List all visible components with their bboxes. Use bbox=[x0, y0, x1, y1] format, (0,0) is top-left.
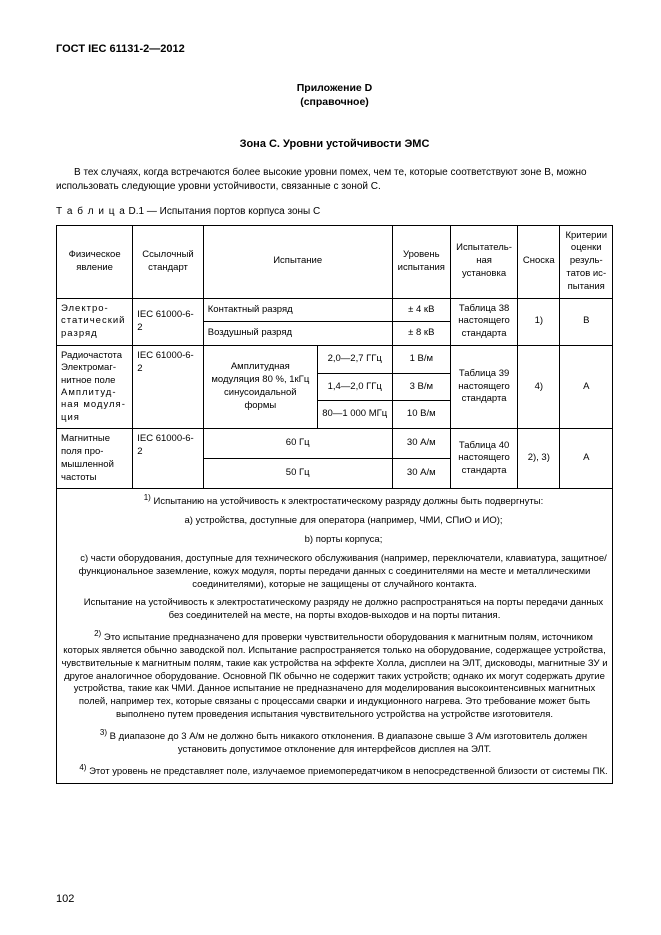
note-1a: a) устройства, доступные для оператора (… bbox=[61, 515, 608, 528]
col-physical: Физическое явление bbox=[57, 225, 133, 298]
doc-header: ГОСТ IEC 61131-2—2012 bbox=[56, 42, 613, 57]
col-criteria: Критерии оценки резуль­татов ис­пытания bbox=[560, 225, 613, 298]
cell-rf-phys: Радиочасто­та Электромаг­нитное поле Амп… bbox=[57, 346, 133, 429]
page-number: 102 bbox=[56, 892, 74, 907]
table-row: Электро­статический разряд IEC 61000-6-2… bbox=[57, 298, 613, 322]
annex-block: Приложение D (справочное) bbox=[56, 81, 613, 109]
cell-mag-t2: 50 Гц bbox=[203, 459, 392, 489]
table-notes-row: 1) Испытанию на устойчивость к электрост… bbox=[57, 489, 613, 783]
cell-rf-mod: Ампли­тудная модуляция 80 %, 1кГц синусо… bbox=[203, 346, 317, 429]
cell-rf-b3l: 10 В/м bbox=[392, 401, 450, 429]
note-1-intro: 1) Испытанию на устойчивость к электрост… bbox=[61, 493, 608, 509]
cell-mag-crit: A bbox=[560, 429, 613, 489]
cell-rf-ref: IEC 61000-6-2 bbox=[133, 346, 204, 429]
page: ГОСТ IEC 61131-2—2012 Приложение D (спра… bbox=[0, 0, 661, 935]
col-level: Уровень испытания bbox=[392, 225, 450, 298]
cell-esd-phys: Электро­статический разряд bbox=[57, 298, 133, 345]
cell-esd-setup: Таблица 38 настоящего стандарта bbox=[450, 298, 517, 345]
cell-rf-b3r: 80—1 000 МГц bbox=[317, 401, 392, 429]
table-header-row: Физическое явление Ссылочный стандарт Ис… bbox=[57, 225, 613, 298]
cell-mag-l1: 30 А/м bbox=[392, 429, 450, 459]
note-1-tail: Испытание на устойчивость к электростати… bbox=[61, 597, 608, 623]
col-setup: Испытатель­ная установка bbox=[450, 225, 517, 298]
cell-esd-ref: IEC 61000-6-2 bbox=[133, 298, 204, 345]
cell-rf-b1r: 2,0—2,7 ГГц bbox=[317, 346, 392, 374]
note-4: 4) Этот уровень не представляет поле, из… bbox=[61, 763, 608, 779]
cell-esd-l1: ± 4 кВ bbox=[392, 298, 450, 322]
note-1c: c) части оборудования, доступные для тех… bbox=[61, 553, 608, 591]
cell-mag-ref: IEC 61000-6-2 bbox=[133, 429, 204, 489]
section-title: Зона С. Уровни устойчивости ЭМС bbox=[56, 137, 613, 152]
cell-esd-t1: Контактный разряд bbox=[203, 298, 392, 322]
cell-rf-b1l: 1 В/м bbox=[392, 346, 450, 374]
annex-line2: (справочное) bbox=[300, 96, 369, 108]
cell-rf-b2r: 1,4—2,0 ГГц bbox=[317, 373, 392, 401]
table-caption-rest: D.1 — Испытания портов корпуса зоны C bbox=[126, 206, 320, 217]
table-row: Радиочасто­та Электромаг­нитное поле Амп… bbox=[57, 346, 613, 374]
cell-rf-b2l: 3 В/м bbox=[392, 373, 450, 401]
cell-rf-foot: 4) bbox=[518, 346, 560, 429]
col-test: Испытание bbox=[203, 225, 392, 298]
table-d1: Физическое явление Ссылочный стандарт Ис… bbox=[56, 225, 613, 784]
col-footnote: Сноска bbox=[518, 225, 560, 298]
cell-esd-foot: 1) bbox=[518, 298, 560, 345]
cell-rf-crit: A bbox=[560, 346, 613, 429]
annex-line1: Приложение D bbox=[297, 82, 373, 94]
intro-paragraph: В тех случаях, когда встречаются более в… bbox=[56, 166, 613, 193]
cell-esd-t2: Воздушный разряд bbox=[203, 322, 392, 346]
note-3: 3) В диапазоне до 3 А/м не должно быть н… bbox=[61, 728, 608, 757]
note-2: 2) Это испытание предназначено для прове… bbox=[61, 629, 608, 722]
cell-rf-setup: Таблица 39 настоящего стандарта bbox=[450, 346, 517, 429]
cell-esd-crit: B bbox=[560, 298, 613, 345]
table-row: Магнитные поля про­мышленной частоты IEC… bbox=[57, 429, 613, 459]
table-caption-spaced: Т а б л и ц а bbox=[56, 206, 126, 217]
cell-mag-l2: 30 А/м bbox=[392, 459, 450, 489]
cell-esd-l2: ± 8 кВ bbox=[392, 322, 450, 346]
cell-mag-t1: 60 Гц bbox=[203, 429, 392, 459]
table-caption: Т а б л и ц а D.1 — Испытания портов кор… bbox=[56, 205, 613, 219]
col-reference: Ссылочный стандарт bbox=[133, 225, 204, 298]
cell-mag-foot: 2), 3) bbox=[518, 429, 560, 489]
cell-mag-phys: Магнитные поля про­мышленной частоты bbox=[57, 429, 133, 489]
notes-cell: 1) Испытанию на устойчивость к электрост… bbox=[57, 489, 613, 783]
note-1b: b) порты корпуса; bbox=[61, 534, 608, 547]
cell-mag-setup: Таблица 40 настоящего стандарта bbox=[450, 429, 517, 489]
